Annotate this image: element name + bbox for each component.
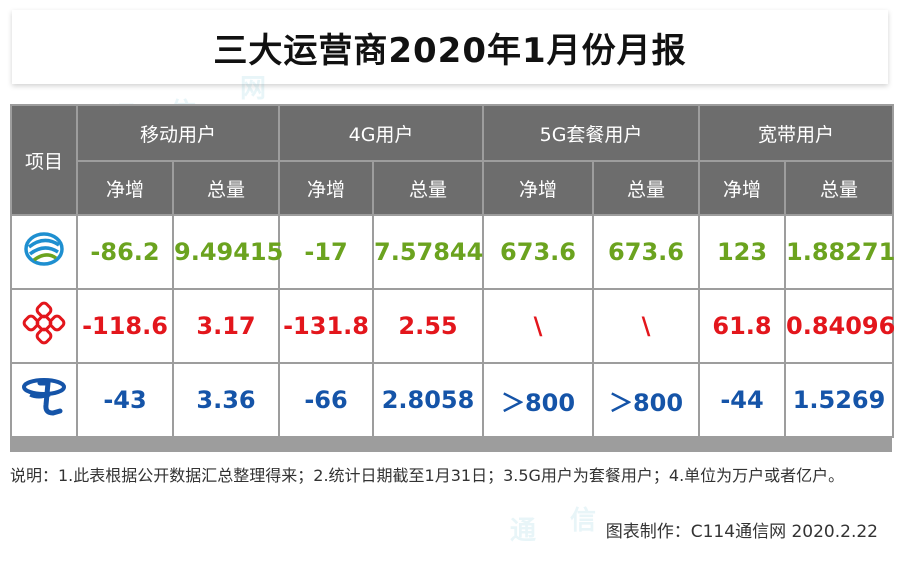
table-row: -118.6 3.17 -131.8 2.55 \ \ 61.8 0.84096 (10, 288, 895, 364)
value-cell: -44 (698, 362, 787, 438)
value-cell: 2.55 (372, 288, 485, 364)
value-cell: 7.57844 (372, 214, 485, 290)
value-cell: \ (592, 288, 701, 364)
value-cell: 0.84096 (784, 288, 895, 364)
value-cell: 2.8058 (372, 362, 485, 438)
subheader-total: 总量 (372, 160, 485, 216)
value-cell: 61.8 (698, 288, 787, 364)
value-cell: -17 (278, 214, 375, 290)
value-cell: 9.49415 (171, 214, 283, 290)
value-cell: -131.8 (278, 288, 375, 364)
table-row: -43 3.36 -66 2.8058 ＞800 ＞800 -44 1.5269 (10, 362, 895, 438)
value-cell: 123 (698, 214, 787, 290)
chart-credit: 图表制作：C114通信网 2020.2.22 (605, 522, 878, 542)
value-cell: \ (482, 288, 595, 364)
china-telecom-logo-icon (10, 362, 78, 438)
table-row: -86.2 9.49415 -17 7.57844 673.6 673.6 12… (10, 214, 895, 290)
group-header-mobile: 移动用户 (75, 104, 281, 162)
china-unicom-logo-icon (10, 288, 78, 364)
subheader-net: 净增 (76, 160, 174, 216)
group-header-5g: 5G套餐用户 (482, 104, 701, 162)
subheader-net: 净增 (698, 160, 787, 216)
china-mobile-logo-icon (10, 214, 78, 290)
subheader-net: 净增 (278, 160, 375, 216)
title-banner: 三大运营商2020年1月份月报 (12, 10, 888, 84)
group-header-4g: 4G用户 (278, 104, 485, 162)
subheader-total: 总量 (784, 160, 895, 216)
value-cell: 673.6 (482, 214, 595, 290)
value-cell: 1.5269 (784, 362, 895, 438)
subheader-net: 净增 (482, 160, 595, 216)
value-cell: 1.88271 (784, 214, 895, 290)
value-cell: -43 (76, 362, 174, 438)
value-cell: 3.36 (171, 362, 281, 438)
group-header-broadband: 宽带用户 (698, 104, 895, 162)
value-cell: 673.6 (592, 214, 701, 290)
footnote: 说明：1.此表根据公开数据汇总整理得来；2.统计日期截至1月31日；3.5G用户… (10, 466, 845, 485)
report-table: 项目 移动用户 4G用户 5G套餐用户 宽带用户 净增 总量 净增 总量 净增 … (10, 104, 895, 452)
value-cell: -118.6 (76, 288, 174, 364)
value-cell: ＞800 (482, 362, 595, 438)
value-cell: -66 (278, 362, 375, 438)
value-cell: ＞800 (592, 362, 701, 438)
watermark: 通 (510, 516, 537, 546)
subheader-total: 总量 (592, 160, 701, 216)
corner-header: 项目 (10, 104, 78, 216)
value-cell: -86.2 (76, 214, 174, 290)
value-cell: 3.17 (171, 288, 281, 364)
page-title: 三大运营商2020年1月份月报 (213, 30, 687, 71)
subheader-total: 总量 (171, 160, 281, 216)
watermark: 信 (570, 506, 597, 536)
